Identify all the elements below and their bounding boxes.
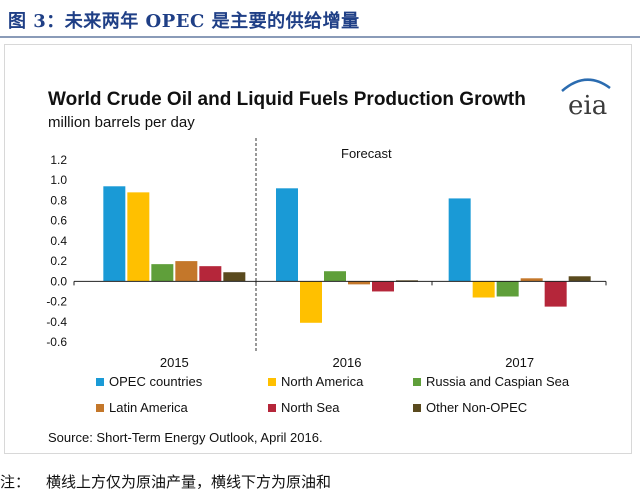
y-tick-label: 0.4 xyxy=(50,234,67,248)
y-tick-label: -0.6 xyxy=(46,335,67,349)
bar-north-america-2017 xyxy=(472,281,495,298)
legend-label: Russia and Caspian Sea xyxy=(426,374,570,389)
bar-opec-countries-2016 xyxy=(276,188,298,282)
source-note: Source: Short-Term Energy Outlook, April… xyxy=(48,430,323,445)
y-axis-label: million barrels per day xyxy=(48,114,195,131)
bar-opec-countries-2017 xyxy=(448,198,471,282)
legend: OPEC countries North America Russia and Ca… xyxy=(96,374,570,415)
bar-latin-america-2016 xyxy=(348,281,370,285)
bar-other-non-opec-2015 xyxy=(223,272,246,282)
legend-label: North Sea xyxy=(281,400,340,415)
eia-logo-text: eia xyxy=(568,91,607,121)
bar-opec-countries-2015 xyxy=(103,186,126,282)
chart-frame xyxy=(4,44,632,454)
bar-north-sea-2015 xyxy=(199,266,222,282)
bar-group xyxy=(103,186,591,323)
bar-north-america-2016 xyxy=(300,281,322,323)
bar-north-sea-2016 xyxy=(372,281,394,292)
y-tick-label: 1.2 xyxy=(50,153,67,167)
eia-logo: eia xyxy=(561,78,611,121)
x-tick-label: 2015 xyxy=(160,355,189,370)
bar-russia-and-caspian-sea-2016 xyxy=(324,271,346,282)
legend-label: North America xyxy=(281,374,364,389)
bar-latin-america-2015 xyxy=(175,261,198,282)
y-tick-label: 1.0 xyxy=(50,173,67,187)
bar-other-non-opec-2017 xyxy=(568,276,591,282)
y-tick-label: 0.2 xyxy=(50,254,67,268)
x-tick-label: 2016 xyxy=(333,355,362,370)
footnote: 注： 横线上方仅为原油产量，横线下方为原油和 xyxy=(0,471,331,492)
legend-swatch xyxy=(96,404,104,412)
legend-swatch xyxy=(268,404,276,412)
eia-logo-arc xyxy=(561,78,611,92)
footnote-text: 横线上方仅为原油产量，横线下方为原油和 xyxy=(46,473,332,491)
y-axis: -0.6 -0.4 -0.2 0.0 0.2 0.4 0.6 0.8 1.0 1.2 xyxy=(46,153,67,349)
bar-russia-and-caspian-sea-2017 xyxy=(496,281,519,297)
figure-title: 图 3：未来两年 OPEC 是主要的供给增量 xyxy=(8,11,360,32)
legend-label: OPEC countries xyxy=(109,374,203,389)
legend-swatch xyxy=(96,378,104,386)
bar-russia-and-caspian-sea-2015 xyxy=(151,264,174,282)
legend-swatch xyxy=(268,378,276,386)
figure-title-bar: 图 3：未来两年 OPEC 是主要的供给增量 xyxy=(0,0,640,38)
y-tick-label: 0.8 xyxy=(50,193,67,207)
chart-title: World Crude Oil and Liquid Fuels Product… xyxy=(48,89,526,110)
x-tick-label: 2017 xyxy=(505,355,534,370)
y-tick-label: 0.0 xyxy=(50,274,67,288)
legend-label: Latin America xyxy=(109,400,189,415)
chart: World Crude Oil and Liquid Fuels Product… xyxy=(46,78,611,445)
y-tick-label: 0.6 xyxy=(50,214,67,228)
bar-latin-america-2017 xyxy=(520,278,543,282)
x-axis: 2015 2016 2017 xyxy=(73,280,607,370)
bar-north-sea-2017 xyxy=(544,281,567,307)
legend-swatch xyxy=(413,378,421,386)
forecast-label: Forecast xyxy=(341,146,392,161)
y-tick-label: -0.2 xyxy=(46,295,67,309)
y-tick-label: -0.4 xyxy=(46,315,67,329)
footnote-label: 注： xyxy=(0,473,31,491)
legend-swatch xyxy=(413,404,421,412)
bar-north-america-2015 xyxy=(127,192,150,282)
legend-label: Other Non-OPEC xyxy=(426,400,527,415)
